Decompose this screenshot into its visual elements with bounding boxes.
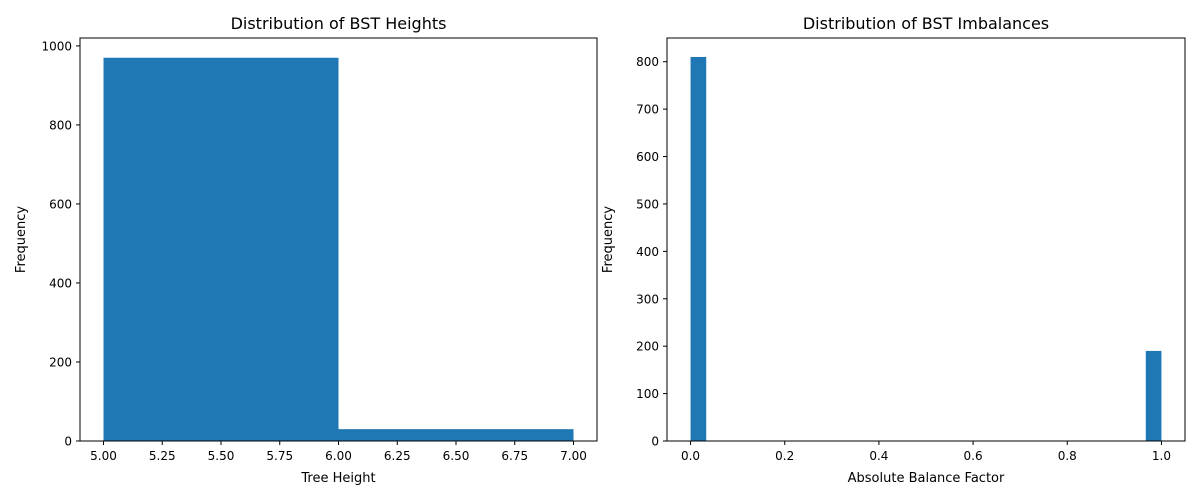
x-tick-label: 0.0 xyxy=(681,449,700,463)
x-tick-label: 6.00 xyxy=(325,449,352,463)
x-axis-label: Absolute Balance Factor xyxy=(848,471,1005,486)
histogram-bar xyxy=(1145,350,1162,441)
x-tick-label: 0.4 xyxy=(869,449,888,463)
chart-title: Distribution of BST Imbalances xyxy=(803,14,1049,33)
x-tick-label: 0.6 xyxy=(964,449,983,463)
plot-frame xyxy=(666,37,1186,442)
y-axis-label: Frequency xyxy=(14,206,29,273)
y-tick-label: 600 xyxy=(49,197,72,211)
heights-histogram: 5.00 5.25 5.50 5.75 6.00 6.25 6.50 6.75 7.00 0 200… xyxy=(14,14,598,486)
y-tick-label: 400 xyxy=(636,245,659,259)
y-tick-label: 0 xyxy=(651,435,659,449)
histogram-bar xyxy=(690,56,707,442)
y-tick-label: 1000 xyxy=(41,39,72,53)
y-tick-label: 0 xyxy=(64,435,72,449)
x-tick-label: 0.2 xyxy=(775,449,794,463)
chart-title: Distribution of BST Heights xyxy=(231,14,447,33)
y-tick-label: 200 xyxy=(636,340,659,354)
histogram-bar xyxy=(338,429,574,441)
x-tick-label: 0.8 xyxy=(1058,449,1077,463)
x-tick-label: 1.0 xyxy=(1152,449,1171,463)
imbalances-histogram: 0.0 0.2 0.4 0.6 0.8 1.0 0 100 200 300 400 500 600 700… xyxy=(601,14,1186,486)
x-tick-label: 5.00 xyxy=(90,449,117,463)
x-tick-label: 5.75 xyxy=(266,449,293,463)
histogram-bar xyxy=(103,57,339,441)
y-tick-label: 500 xyxy=(636,197,659,211)
y-tick-label: 800 xyxy=(636,55,659,69)
x-tick-label: 6.25 xyxy=(384,449,411,463)
x-tick-label: 6.75 xyxy=(501,449,528,463)
y-tick-label: 200 xyxy=(49,355,72,369)
y-tick-label: 600 xyxy=(636,150,659,164)
y-tick-label: 800 xyxy=(49,118,72,132)
x-tick-label: 7.00 xyxy=(560,449,587,463)
x-tick-label: 6.50 xyxy=(443,449,470,463)
x-tick-label: 5.25 xyxy=(149,449,176,463)
y-tick-label: 100 xyxy=(636,387,659,401)
x-tick-label: 5.50 xyxy=(208,449,235,463)
y-axis-label: Frequency xyxy=(601,206,616,273)
y-tick-label: 700 xyxy=(636,103,659,117)
x-axis-label: Tree Height xyxy=(300,471,375,486)
y-tick-label: 300 xyxy=(636,292,659,306)
y-tick-label: 400 xyxy=(49,276,72,290)
